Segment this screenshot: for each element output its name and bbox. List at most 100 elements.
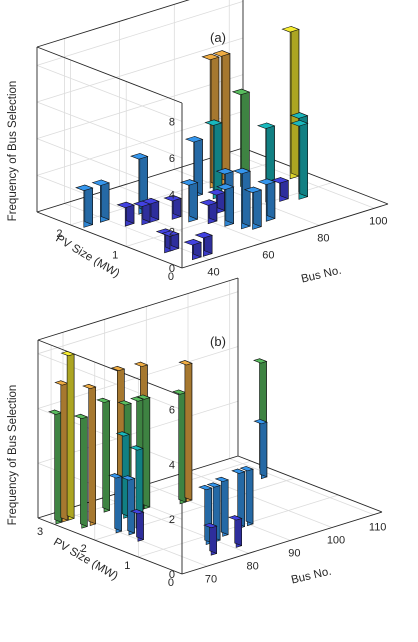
grid-line (36, 174, 183, 232)
bar (243, 186, 263, 230)
axis-edge (242, 147, 389, 205)
bar-top-face (256, 122, 276, 129)
bar (179, 179, 199, 223)
bar-side-face (60, 380, 69, 521)
axis-edge (36, 46, 183, 104)
grid-line (36, 64, 183, 122)
bar-top-face (228, 515, 243, 521)
bar-side-face (102, 397, 110, 511)
y-tick-label: 0 (168, 271, 174, 283)
bar-top-face (130, 396, 145, 402)
bar (178, 360, 193, 503)
bar-side-face (242, 167, 251, 227)
axis-edge (36, 211, 183, 269)
bar-top-face (215, 168, 235, 175)
bar (232, 167, 252, 230)
grid-line (36, 0, 244, 66)
bar (82, 383, 97, 527)
bar (204, 119, 223, 200)
bar-top-face (204, 119, 223, 126)
x-tick-label: 80 (317, 232, 329, 244)
axis-edge (37, 277, 239, 341)
bar (133, 200, 152, 226)
bar (216, 183, 235, 227)
bar-side-face (213, 119, 223, 197)
bar (270, 177, 290, 202)
bar-top-face (232, 167, 252, 175)
z-tick-label: 6 (169, 153, 175, 165)
axis-edge (36, 0, 190, 48)
panel-a-xlabel: Bus No. (300, 265, 343, 286)
z-tick-label: 2 (169, 226, 175, 238)
bar (129, 509, 145, 542)
bar (228, 515, 243, 548)
bar-side-face (100, 179, 110, 220)
bar-top-face (231, 88, 251, 96)
bar (48, 409, 63, 525)
bar (183, 238, 203, 261)
bar-side-face (253, 186, 262, 228)
bar (172, 389, 187, 505)
bar (239, 465, 254, 527)
bar-top-face (207, 189, 226, 196)
bar-top-face (206, 482, 222, 488)
bar-top-face (179, 179, 199, 186)
bar (91, 179, 111, 223)
bar-side-face (266, 178, 276, 219)
grid-line (37, 353, 183, 411)
y-tick-label: 2 (56, 228, 62, 240)
grid-line (36, 74, 244, 140)
bar-side-face (290, 25, 300, 177)
z-tick-label: 4 (169, 459, 175, 471)
bar-top-face (184, 136, 204, 143)
x-tick-label: 80 (247, 560, 259, 572)
bar-top-face (253, 419, 268, 425)
panel-b-title: (b) (210, 334, 226, 349)
bar-top-face (199, 199, 218, 206)
z-tick-label: 8 (169, 116, 175, 128)
bar-top-face (178, 360, 193, 366)
y-tick-label: 3 (37, 526, 43, 538)
y-tick-label: 1 (124, 560, 130, 572)
bar (54, 380, 69, 523)
bar (231, 468, 246, 529)
bar-top-face (172, 389, 187, 395)
bar-top-face (60, 351, 76, 357)
bar-top-face (198, 484, 213, 491)
axis-edge (181, 511, 383, 575)
bar-top-face (96, 397, 111, 403)
bar (163, 194, 182, 220)
bar-top-face (252, 358, 268, 364)
bar (136, 394, 151, 510)
panel-a-zlabel: Frequency of Bus Selection (7, 81, 19, 222)
bar-top-face (231, 468, 246, 474)
bar-side-face (245, 465, 254, 525)
bar-side-face (259, 418, 268, 478)
x-tick-label: 100 (369, 215, 387, 227)
bar-side-face (84, 184, 93, 226)
bar-side-face (225, 183, 234, 225)
bar-side-face (88, 383, 96, 525)
bar (231, 88, 251, 187)
bar-top-face (115, 431, 131, 437)
bar-side-face (142, 394, 151, 508)
y-tick-label: 1 (112, 249, 118, 261)
bar-top-face (239, 466, 254, 472)
bar (141, 197, 160, 223)
bar-top-face (163, 194, 182, 202)
bar-top-face (129, 445, 144, 451)
bar-top-face (121, 475, 136, 481)
panel-a-title: (a) (210, 30, 226, 45)
x-tick-label: 100 (327, 535, 345, 547)
bar-top-face (129, 509, 145, 515)
bar-top-face (73, 413, 89, 420)
bar-top-face (216, 183, 235, 191)
bar (290, 119, 309, 200)
bar-side-face (184, 360, 193, 501)
grid-line (229, 458, 374, 515)
y-tick-label: 2 (81, 543, 87, 555)
bar (281, 25, 300, 180)
x-tick-label: 90 (288, 547, 300, 559)
